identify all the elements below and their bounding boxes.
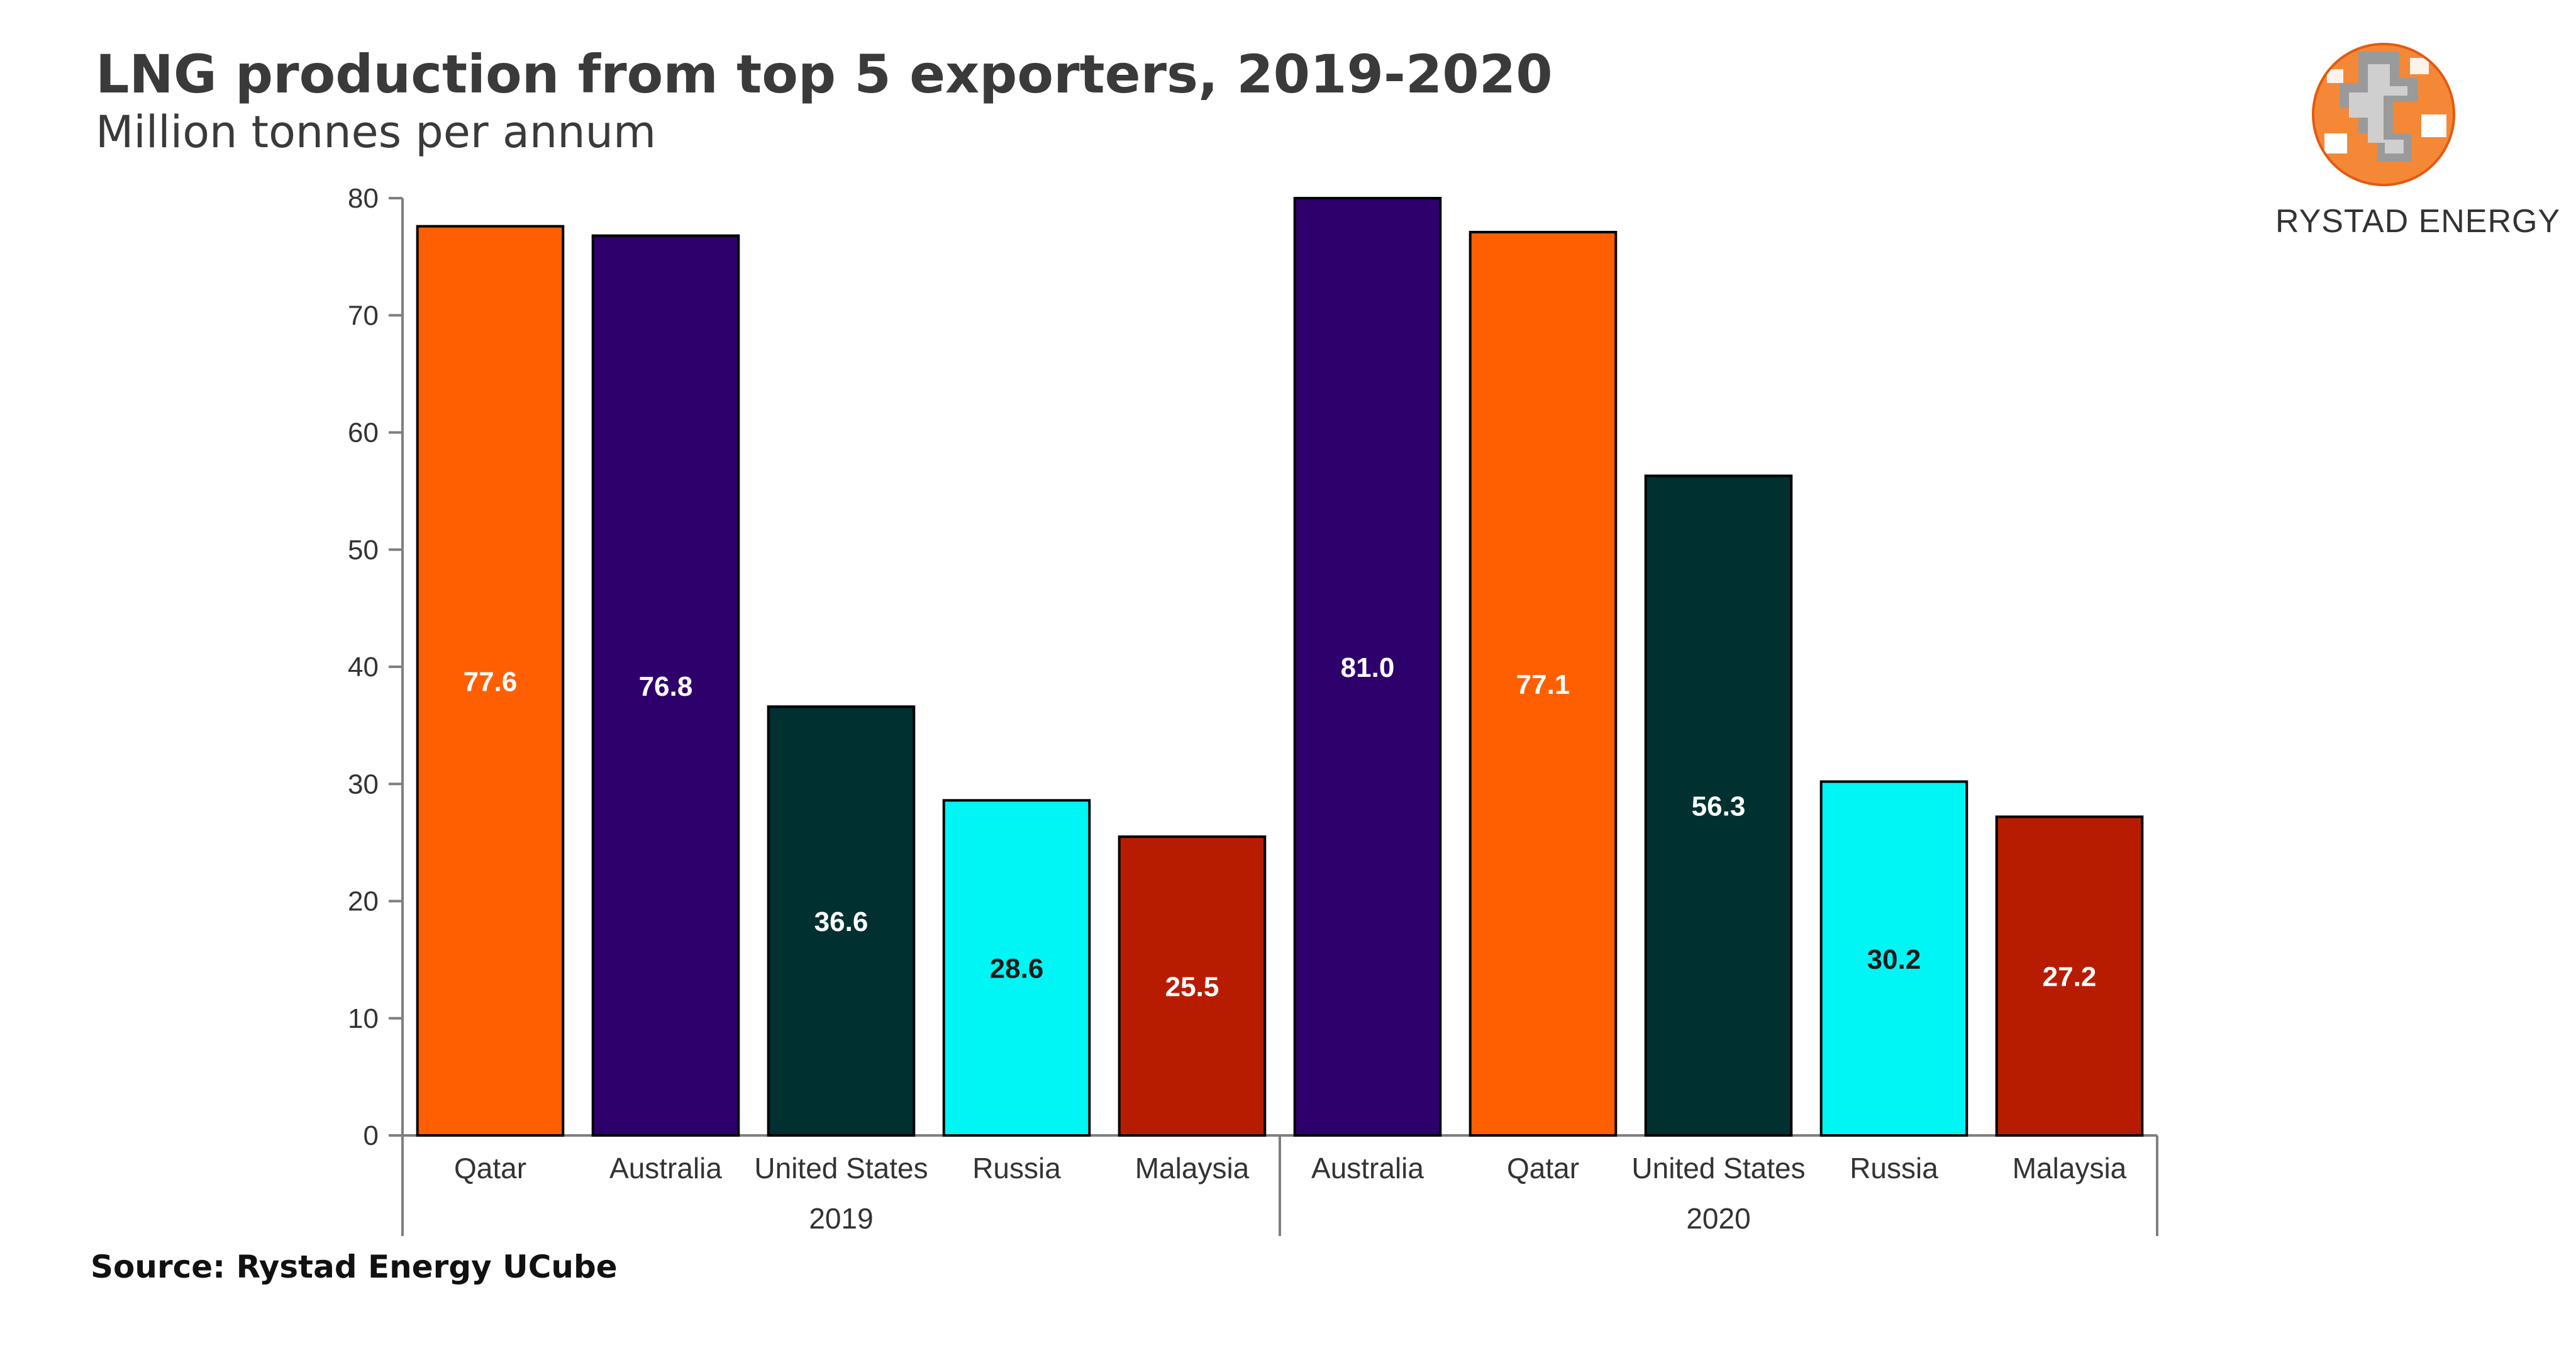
- x-category-label: Russia: [972, 1152, 1061, 1184]
- x-category-label: Russia: [1850, 1152, 1938, 1184]
- y-tick-label: 60: [348, 418, 379, 449]
- bar: [1293, 197, 1442, 1137]
- y-tick-label: 20: [348, 886, 379, 917]
- source-note: Source: Rystad Energy UCube: [91, 1249, 618, 1285]
- x-category-label: Malaysia: [2012, 1152, 2127, 1184]
- bar-value-label: 81.0: [1341, 652, 1395, 683]
- x-category-label: Australia: [609, 1152, 722, 1184]
- bar-value-label: 56.3: [1692, 791, 1746, 822]
- bar-value-label: 76.8: [639, 671, 693, 702]
- x-category-label: Qatar: [454, 1152, 526, 1184]
- bar: [1118, 835, 1267, 1137]
- bar: [1995, 815, 2144, 1137]
- y-tick-label: 40: [348, 652, 379, 683]
- bar-value-label: 28.6: [990, 954, 1044, 984]
- y-tick-label: 10: [348, 1003, 379, 1034]
- bar: [942, 799, 1091, 1137]
- bar-value-label: 77.1: [1516, 669, 1570, 700]
- bar-value-label: 30.2: [1867, 944, 1921, 975]
- bar-value-label: 27.2: [2043, 962, 2097, 993]
- y-tick-label: 50: [348, 535, 379, 566]
- bar: [1819, 780, 1968, 1137]
- x-group-label: 2019: [809, 1202, 873, 1235]
- bar-value-label: 36.6: [814, 906, 869, 937]
- x-category-label: United States: [754, 1152, 928, 1184]
- chart-title: LNG production from top 5 exporters, 201…: [96, 43, 1553, 105]
- y-tick-label: 30: [348, 769, 379, 800]
- bar: [591, 234, 740, 1137]
- bar-value-label: 77.6: [464, 666, 518, 697]
- y-tick-label: 80: [348, 183, 379, 214]
- chart-subtitle: Million tonnes per annum: [96, 106, 657, 158]
- x-group-label: 2020: [1686, 1202, 1750, 1235]
- x-category-label: United States: [1631, 1152, 1805, 1184]
- bar: [1468, 231, 1618, 1137]
- x-category-label: Malaysia: [1135, 1152, 1250, 1184]
- bar: [416, 225, 565, 1137]
- x-category-label: Qatar: [1507, 1152, 1579, 1184]
- bar-value-label: 25.5: [1165, 972, 1219, 1003]
- chart-bars: [416, 197, 2144, 1137]
- x-category-label: Australia: [1311, 1152, 1424, 1184]
- y-tick-label: 0: [364, 1120, 379, 1151]
- y-tick-label: 70: [348, 300, 379, 331]
- bar: [1644, 474, 1793, 1137]
- rystad-logo-icon: [2312, 43, 2455, 186]
- bar: [767, 705, 916, 1137]
- chart-labels: 77.6 Qatar 76.8 Australia 36.6 United States 2…: [454, 652, 2127, 1235]
- brand-name: RYSTAD ENERGY: [2275, 203, 2561, 240]
